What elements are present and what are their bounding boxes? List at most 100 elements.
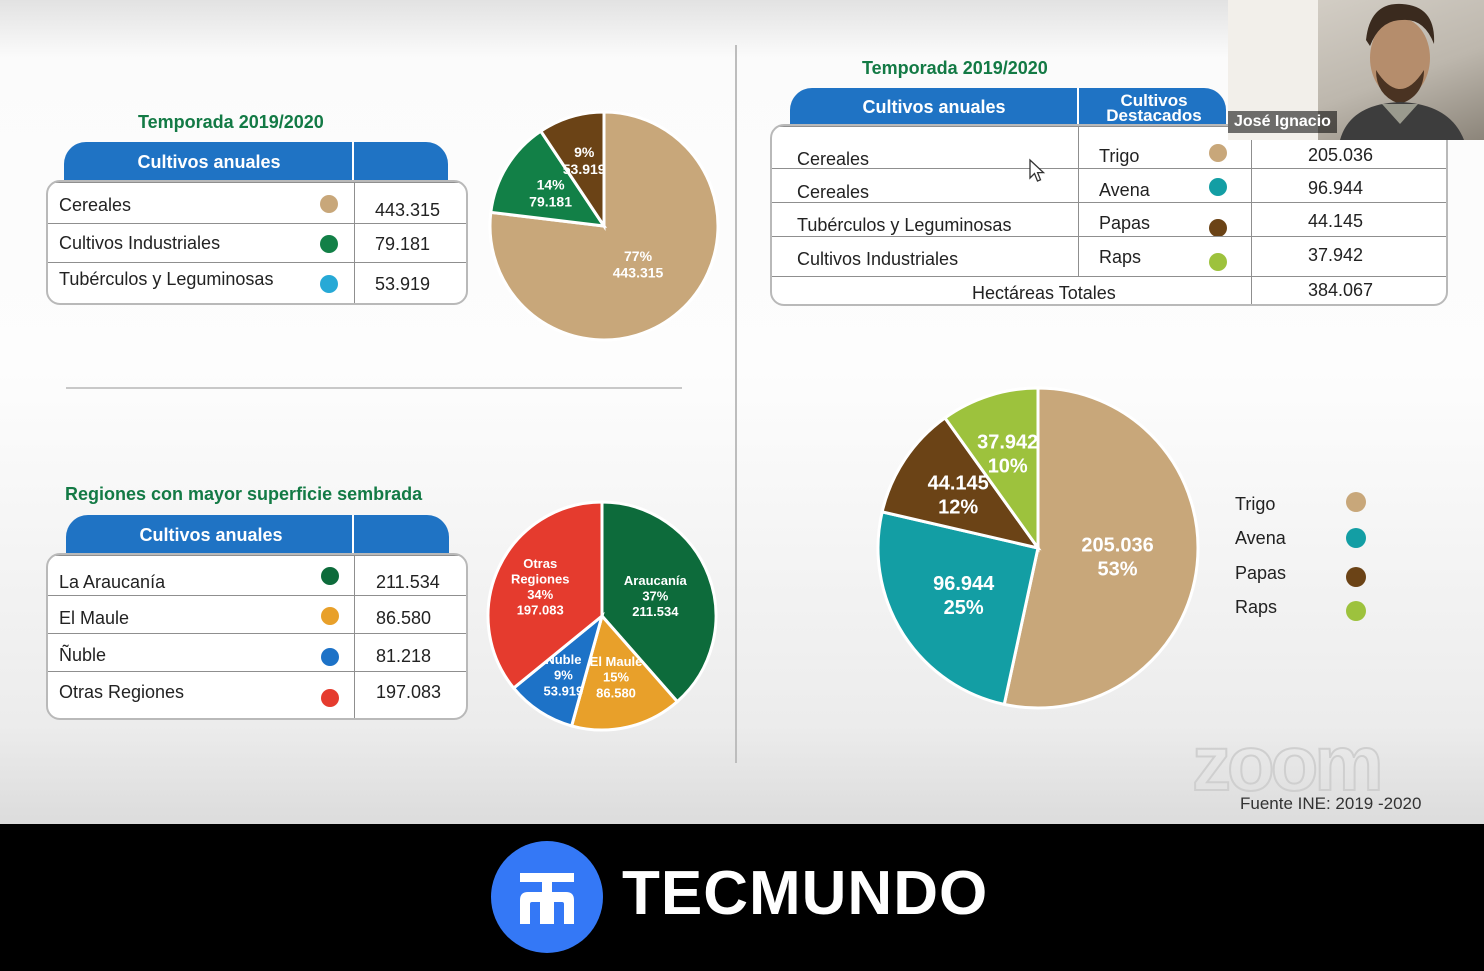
column-separator bbox=[354, 182, 355, 303]
zoom-watermark: zoom bbox=[1191, 718, 1385, 808]
table-header-cultivos-anuales: Cultivos anuales bbox=[64, 142, 448, 182]
participant-avatar bbox=[1340, 3, 1464, 140]
legend-label: Trigo bbox=[1235, 494, 1276, 514]
row-crop: Trigo bbox=[1099, 146, 1140, 166]
pie-data-label: 205.036 53% bbox=[1081, 534, 1153, 580]
pie-slice-avena bbox=[876, 510, 1040, 707]
color-dot bbox=[320, 235, 338, 253]
row-value: 205.036 bbox=[1308, 145, 1374, 165]
pie-data-label: Otras Regiones 34% 197.083 bbox=[511, 556, 570, 618]
row-crop: Papas bbox=[1099, 213, 1151, 233]
row-category: Cultivos Industriales bbox=[797, 249, 959, 269]
color-dot bbox=[1209, 219, 1227, 237]
row-label: Cereales bbox=[59, 195, 132, 215]
table-header-cultivos-anuales: Cultivos anuales bbox=[66, 515, 449, 555]
table-row: Ñuble 81.218 bbox=[48, 633, 466, 672]
color-dot bbox=[1209, 144, 1227, 162]
pie-slice-trigo bbox=[1002, 386, 1200, 710]
webcam-video: José Ignacio bbox=[1228, 0, 1484, 140]
row-value: 81.218 bbox=[376, 646, 432, 666]
legend-swatch bbox=[1346, 492, 1366, 512]
row-value: 44.145 bbox=[1308, 211, 1364, 231]
legend-label: Raps bbox=[1235, 597, 1278, 617]
color-dot bbox=[320, 195, 338, 213]
heading-temporada-right: Temporada 2019/2020 bbox=[862, 58, 1048, 78]
pie-slice-el-maule bbox=[569, 612, 680, 732]
pie-slice-tubérculos-y-leguminosas bbox=[538, 110, 606, 231]
row-category: Cereales bbox=[797, 149, 870, 169]
legend-swatch bbox=[1346, 528, 1366, 548]
tecmundo-logo-icon bbox=[491, 841, 603, 953]
color-dot bbox=[320, 275, 338, 293]
total-label: Hectáreas Totales bbox=[972, 283, 1116, 303]
legend-label: Avena bbox=[1235, 528, 1286, 548]
header-divider bbox=[352, 142, 354, 182]
source-note: Fuente INE: 2019 -2020 bbox=[1240, 794, 1422, 813]
column-divider bbox=[735, 45, 737, 763]
table-cultivos-anuales: Cereales 443.315 Cultivos Industriales 7… bbox=[46, 180, 468, 305]
pie-slice-otras-regiones bbox=[486, 500, 604, 691]
row-value: 53.919 bbox=[375, 274, 431, 294]
pie-chart-cultivos-destacados: 205.036 53% 96.944 25% 44.145 12%37.942 10% bbox=[876, 386, 1200, 710]
table-header-label: Cultivos anuales bbox=[139, 524, 283, 545]
color-dot bbox=[321, 607, 339, 625]
header-divider bbox=[352, 515, 354, 555]
table-row-total: Hectáreas Totales 384.067 bbox=[772, 276, 1446, 304]
row-label: El Maule bbox=[59, 608, 130, 628]
presentation-slide: Temporada 2019/2020 Cultivos anuales Cer… bbox=[0, 0, 1484, 824]
legend-swatch bbox=[1346, 567, 1366, 587]
column-separator bbox=[1078, 126, 1079, 276]
mouse-cursor-icon bbox=[1029, 158, 1046, 182]
table-row: Cereales 443.315 bbox=[48, 182, 466, 224]
table-header-col2: Cultivos Destacados bbox=[1106, 91, 1202, 125]
pie-slice-araucanía bbox=[600, 500, 718, 704]
table-header-destacados: Cultivos anuales Cultivos Destacados bbox=[790, 88, 1226, 126]
color-dot bbox=[1209, 178, 1227, 196]
row-crop: Raps bbox=[1099, 247, 1142, 267]
brand-footer: TECMUNDO bbox=[0, 824, 1484, 971]
table-row: Cereales Avena 96.944 bbox=[772, 168, 1446, 203]
row-value: 96.944 bbox=[1308, 178, 1364, 198]
row-label: Otras Regiones bbox=[59, 682, 185, 702]
row-label: Tubérculos y Leguminosas bbox=[59, 269, 274, 289]
pie-data-label: 96.944 25% bbox=[933, 573, 995, 619]
color-dot bbox=[321, 567, 339, 585]
pie-slice-papas bbox=[880, 415, 1042, 551]
table-row: Otras Regiones 197.083 bbox=[48, 671, 466, 718]
heading-regiones: Regiones con mayor superficie sembrada bbox=[65, 484, 423, 504]
header-divider bbox=[1077, 88, 1079, 126]
table-header-label: Cultivos anuales bbox=[137, 151, 281, 172]
row-category: Cereales bbox=[797, 182, 870, 202]
column-separator bbox=[354, 555, 355, 718]
row-label: La Araucanía bbox=[59, 572, 166, 592]
row-value: 37.942 bbox=[1308, 245, 1364, 265]
brand-name: TECMUNDO bbox=[622, 859, 989, 928]
table-row: Tubérculos y Leguminosas Papas 44.145 bbox=[772, 202, 1446, 237]
table-row: El Maule 86.580 bbox=[48, 595, 466, 634]
table-row: Cereales Trigo 205.036 bbox=[772, 126, 1446, 169]
color-dot bbox=[1209, 253, 1227, 271]
section-divider bbox=[66, 387, 682, 389]
pie-data-label: 37.942 10% bbox=[977, 432, 1038, 478]
table-regiones: La Araucanía 211.534 El Maule 86.580 Ñub… bbox=[46, 553, 468, 720]
table-cultivos-destacados: Cereales Trigo 205.036 Cereales Avena 96… bbox=[770, 124, 1448, 306]
pie-data-label: 9% 53.919 bbox=[563, 144, 606, 177]
pie-slice-cultivos-industriales bbox=[489, 129, 608, 228]
total-value: 384.067 bbox=[1308, 280, 1374, 300]
pie-data-label: 77% 443.315 bbox=[613, 248, 664, 281]
row-crop: Avena bbox=[1099, 180, 1150, 200]
heading-temporada-left: Temporada 2019/2020 bbox=[138, 112, 324, 132]
participant-name-label: José Ignacio bbox=[1228, 111, 1337, 133]
row-value: 197.083 bbox=[376, 682, 442, 702]
row-value: 79.181 bbox=[375, 234, 431, 254]
legend-label: Papas bbox=[1235, 563, 1287, 583]
table-row: La Araucanía 211.534 bbox=[48, 555, 466, 596]
pie-data-label: El Maule 15% 86.580 bbox=[590, 654, 643, 700]
row-value: 443.315 bbox=[375, 200, 441, 220]
column-separator bbox=[1251, 126, 1252, 304]
table-row: Tubérculos y Leguminosas 53.919 bbox=[48, 262, 466, 303]
color-dot bbox=[321, 689, 339, 707]
row-value: 211.534 bbox=[376, 572, 440, 592]
